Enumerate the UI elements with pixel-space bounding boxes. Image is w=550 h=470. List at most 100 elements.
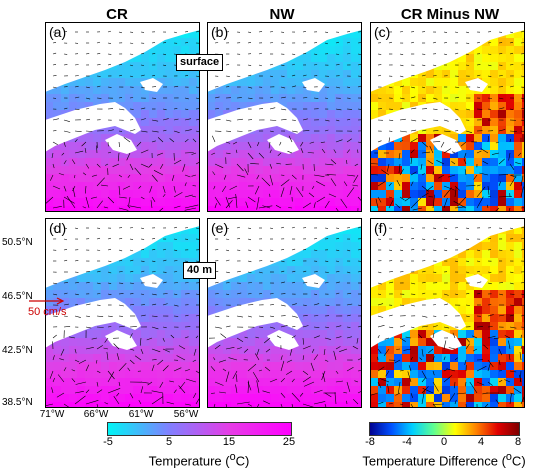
current-vector <box>410 249 415 251</box>
field-cell <box>474 190 483 199</box>
field-cell <box>522 174 525 183</box>
field-cell <box>490 94 499 103</box>
field-cell <box>157 370 166 379</box>
field-cell <box>450 290 459 299</box>
field-cell <box>335 86 344 95</box>
current-vector <box>346 31 351 33</box>
current-vector <box>258 52 262 55</box>
current-vector <box>173 159 182 165</box>
current-vector <box>116 353 120 361</box>
field-cell <box>189 134 198 143</box>
field-cell <box>335 370 344 379</box>
lon-tick-71: 71°W <box>39 409 65 420</box>
field-cell <box>157 142 166 151</box>
current-vector <box>498 97 504 100</box>
field-cell <box>133 274 142 283</box>
field-cell <box>181 354 190 363</box>
field-cell <box>287 266 296 275</box>
current-vector <box>236 174 246 178</box>
field-cell <box>279 206 288 212</box>
field-cell <box>207 110 216 119</box>
current-vector <box>498 370 503 372</box>
current-vector <box>357 226 361 229</box>
field-cell <box>133 150 142 159</box>
field-cell <box>223 394 232 403</box>
field-cell <box>157 378 166 387</box>
field-cell <box>426 198 435 207</box>
field-cell <box>506 62 515 71</box>
current-vector <box>498 293 504 296</box>
field-cell <box>133 198 142 207</box>
current-vector <box>407 371 412 383</box>
field-cell <box>303 378 312 387</box>
field-cell <box>522 338 525 347</box>
field-cell <box>207 354 216 363</box>
field-cell <box>351 126 360 135</box>
field-cell <box>311 266 320 275</box>
field-cell <box>93 394 102 403</box>
field-cell <box>157 118 166 127</box>
current-vector <box>421 238 426 240</box>
field-cell <box>498 306 507 315</box>
field-cell <box>125 330 134 339</box>
field-cell <box>61 174 70 183</box>
field-cell <box>207 94 216 103</box>
current-vector <box>520 315 525 317</box>
current-vector <box>151 248 156 251</box>
field-cell <box>434 86 443 95</box>
field-cell <box>450 166 459 175</box>
field-cell <box>514 234 523 243</box>
field-cell <box>466 306 475 315</box>
field-cell <box>327 394 336 403</box>
current-vector <box>320 141 326 143</box>
field-cell <box>466 322 475 331</box>
field-cell <box>247 354 256 363</box>
field-cell <box>247 378 256 387</box>
field-cell <box>247 206 256 212</box>
current-vector <box>476 64 481 66</box>
current-vector <box>324 337 331 340</box>
field-cell <box>207 306 216 315</box>
field-cell <box>319 258 328 267</box>
field-cell <box>426 142 435 151</box>
field-cell <box>215 110 224 119</box>
field-cell <box>359 266 362 275</box>
current-vector <box>74 359 80 363</box>
field-cell <box>466 54 475 63</box>
field-cell <box>101 198 110 207</box>
field-cell <box>311 150 320 159</box>
field-cell <box>303 346 312 355</box>
field-cell <box>458 78 467 87</box>
field-cell <box>394 298 403 307</box>
field-cell <box>69 362 78 371</box>
field-cell <box>351 150 360 159</box>
field-cell <box>319 298 328 307</box>
field-cell <box>255 206 264 212</box>
field-cell <box>189 86 198 95</box>
field-cell <box>279 402 288 408</box>
field-cell <box>109 362 118 371</box>
field-cell <box>466 134 475 143</box>
current-vector <box>269 75 273 78</box>
field-cell <box>359 330 362 339</box>
field-cell <box>173 362 182 371</box>
current-vector <box>63 249 68 251</box>
field-cell <box>498 102 507 111</box>
field-cell <box>85 354 94 363</box>
current-vector <box>184 369 190 372</box>
field-cell <box>458 70 467 79</box>
field-cell <box>303 94 312 103</box>
field-cell <box>482 370 491 379</box>
field-cell <box>343 54 352 63</box>
field-cell <box>231 166 240 175</box>
field-cell <box>327 126 336 135</box>
field-cell <box>157 266 166 275</box>
current-vector <box>346 187 355 198</box>
field-cell <box>359 206 362 212</box>
field-cell <box>279 174 288 183</box>
field-cell <box>359 54 362 63</box>
field-cell <box>173 190 182 199</box>
field-cell <box>133 110 142 119</box>
field-cell <box>426 150 435 159</box>
field-cell <box>319 250 328 259</box>
